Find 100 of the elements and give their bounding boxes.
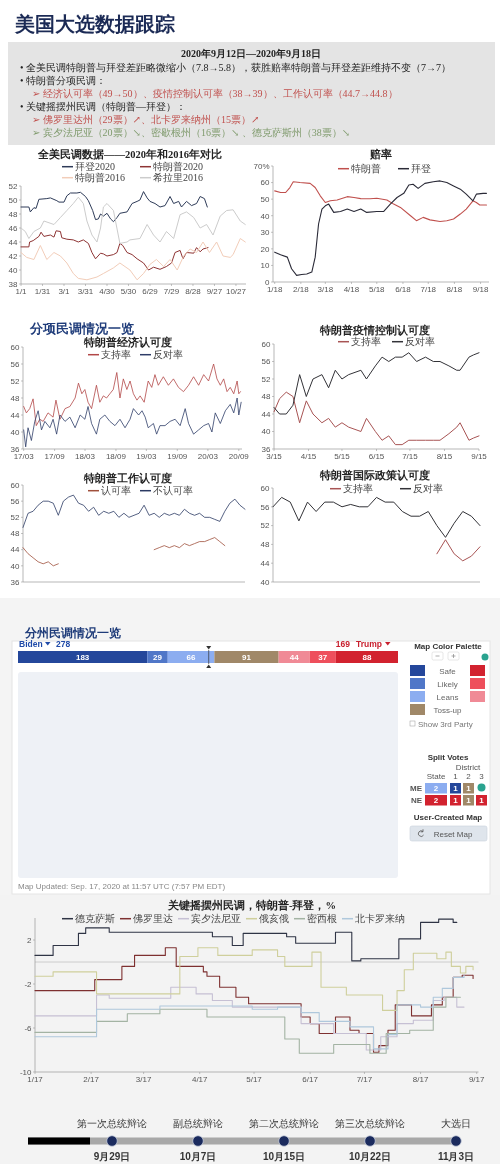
line-series [272, 496, 481, 538]
text: 10月7日 [179, 1151, 217, 1162]
y-tick-label: 48 [260, 540, 271, 550]
x-tick-label: 3/1 [58, 287, 71, 296]
data-label: 37 [318, 652, 328, 662]
legend-label: 佛罗里达 [133, 913, 173, 924]
text: ME [410, 784, 423, 793]
text: 1 [453, 772, 459, 781]
text: State [426, 772, 446, 781]
x-tick-label: 4/15 [300, 452, 317, 461]
legend-label: Leans [436, 692, 459, 702]
legend-label: Safe [439, 666, 457, 676]
legend-label: 俄亥俄 [259, 913, 289, 924]
bar [214, 651, 279, 663]
category-label: 第二次总统辩论 [249, 1118, 319, 1129]
y-tick-label: -2 [24, 979, 33, 989]
text: 11月3日 [437, 1151, 475, 1162]
line-series [274, 181, 488, 223]
y-tick-label: 50 [8, 195, 19, 205]
chart-title: 特朗普疫情控制认可度 [319, 324, 430, 337]
x-tick-label: 1/18 [266, 285, 284, 294]
text: 2020年9月12日—2020年9月18日 [181, 48, 321, 59]
y-tick-label: 10 [260, 261, 271, 271]
text: District [455, 763, 481, 772]
y-tick-label: 2 [27, 935, 33, 945]
legend-label: 认可率 [101, 485, 131, 496]
legend-label: 特朗普2020 [153, 161, 203, 172]
category-label: 第一次总统辩论 [77, 1118, 147, 1129]
category-label: 第三次总统辩论 [335, 1118, 405, 1129]
chart-title: 特朗普国际政策认可度 [319, 469, 430, 482]
x-tick-label: 5/18 [368, 285, 386, 294]
y-tick-label: 40 [8, 265, 19, 275]
y-tick-label: -10 [19, 1067, 33, 1077]
x-tick-label: 3/18 [317, 285, 334, 294]
x-tick-label: 19/03 [136, 452, 157, 461]
y-tick-label: 60 [260, 178, 271, 188]
legend-label: Toss-up [433, 705, 463, 715]
y-tick-label: 44 [8, 237, 19, 247]
y-tick-label: 44 [10, 545, 21, 555]
x-tick-label: 8/15 [436, 452, 453, 461]
chart-title: 特朗普工作认可度 [83, 472, 172, 485]
y-tick-label: 52 [260, 521, 271, 531]
text: ➢ 宾夕法尼亚（20票）↘、密歇根州（16票）↘ 、德克萨斯州（38票）↘ [32, 127, 351, 138]
x-tick-label: 17/03 [13, 452, 35, 461]
legend-label: 特朗普 [351, 163, 381, 174]
y-tick-label: 40 [10, 427, 21, 437]
text: 1 [479, 796, 485, 805]
y-tick-label: -6 [24, 1023, 33, 1033]
x-tick-label: 19/09 [167, 452, 188, 461]
line-series [273, 352, 480, 415]
text: • 全美民调特朗普与拜登差距略微缩小（7.8→5.8），获胜赔率特朗普与拜登差距维持不变（7→7） [20, 62, 452, 73]
text: 10月15日 [262, 1151, 306, 1162]
y-tick-label: 52 [10, 513, 21, 523]
text: 1 [466, 784, 472, 793]
y-tick-label: 44 [10, 410, 21, 420]
data-label: 88 [362, 652, 372, 662]
x-tick-label: 5/30 [120, 287, 137, 296]
x-tick-label: 7/29 [163, 287, 180, 296]
text: User-Created Map [413, 813, 483, 822]
legend-label: 德克萨斯 [75, 913, 115, 924]
legend-label: 密西根 [307, 913, 337, 924]
data-label: 29 [153, 652, 163, 662]
y-tick-label: 46 [8, 223, 19, 233]
text: 1 [466, 796, 472, 805]
text: Biden [19, 639, 43, 649]
y-tick-label: 60 [260, 483, 271, 493]
legend-label: 反对率 [153, 349, 183, 360]
text: ➢ 经济认可率（49→50）、疫情控制认可率（38→39）、工作认可率（44.7→44.8） [32, 88, 398, 99]
legend-label: 支持率 [351, 336, 381, 347]
x-tick-label: 20/09 [228, 452, 250, 461]
legend-label: 希拉里2016 [153, 172, 203, 183]
y-tick-label: 60 [10, 480, 21, 490]
y-tick-label: 56 [10, 496, 21, 506]
text: 278 [56, 639, 71, 649]
x-tick-label: 18/03 [75, 452, 96, 461]
y-tick-label: 44 [261, 409, 272, 419]
x-tick-label: 4/30 [99, 287, 116, 296]
text: 1 [453, 796, 459, 805]
x-tick-label: 6/15 [368, 452, 385, 461]
y-tick-label: 42 [8, 251, 19, 261]
x-tick-label: 3/31 [77, 287, 94, 296]
x-tick-label: 9/15 [471, 452, 488, 461]
x-tick-label: 3/17 [135, 1075, 152, 1084]
y-tick-label: 36 [10, 444, 21, 454]
x-tick-label: 20/03 [197, 452, 219, 461]
chart-title: 特朗普经济认可度 [83, 336, 172, 349]
y-tick-label: 50 [260, 194, 271, 204]
bar [335, 651, 398, 663]
legend-label: 反对率 [413, 483, 443, 494]
y-tick-label: 56 [260, 502, 271, 512]
line-series [20, 238, 246, 281]
y-tick-label: 40 [10, 561, 21, 571]
y-tick-label: 38 [8, 279, 19, 289]
legend-title: Map Color Palette [414, 642, 483, 651]
text: Split Votes [427, 753, 469, 762]
y-tick-label: 52 [261, 374, 272, 384]
text: 169 [335, 639, 351, 649]
text: NE [410, 796, 423, 805]
line-series [23, 363, 241, 427]
x-tick-label: 6/18 [395, 285, 412, 294]
